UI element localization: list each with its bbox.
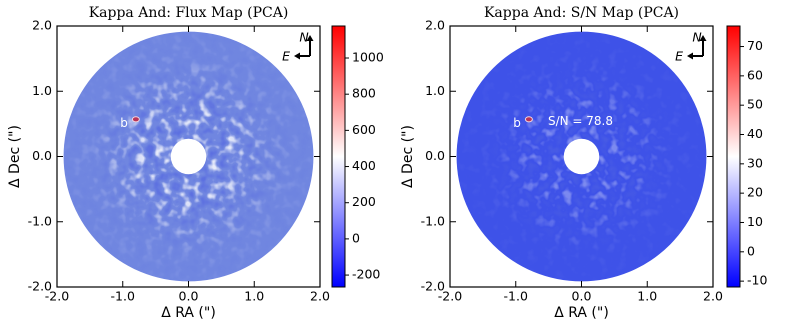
y-tick-label: -1.0 — [28, 213, 52, 228]
compass-north-label: N — [692, 30, 702, 45]
colorbar-tick-label: 800 — [352, 86, 376, 101]
x-tick-label: 2.0 — [310, 289, 330, 304]
x-tick-label: 0.0 — [179, 289, 199, 304]
colorbar-tick-label: -200 — [352, 267, 380, 282]
y-tick-label: -2.0 — [421, 279, 445, 294]
compass-north-label: N — [299, 30, 309, 45]
colorbar — [331, 25, 346, 288]
planet — [131, 116, 140, 123]
x-tick-label: -1.0 — [111, 289, 135, 304]
colorbar-tick-label: 50 — [747, 97, 763, 112]
colorbar-tick-label: 70 — [747, 38, 763, 53]
colorbar-tick-label: 40 — [747, 126, 763, 141]
compass-east-label: E — [675, 49, 683, 64]
compass-east-label: E — [282, 49, 290, 64]
x-tick-label: 1.0 — [637, 289, 657, 304]
panel — [63, 31, 314, 282]
y-tick-label: -1.0 — [421, 213, 445, 228]
x-tick-label: -2.0 — [438, 289, 462, 304]
x-tick-label: 1.0 — [244, 289, 264, 304]
y-tick-label: 2.0 — [425, 18, 445, 33]
compass-east-head — [294, 52, 300, 60]
colorbar-tick-label: 0 — [747, 243, 755, 258]
compass-east-head — [687, 52, 693, 60]
x-tick-label: 0.0 — [572, 289, 592, 304]
planet-label: b — [513, 116, 521, 130]
colorbar-tick-label: 400 — [352, 158, 376, 173]
colorbar — [726, 25, 741, 288]
x-tick-label: -2.0 — [45, 289, 69, 304]
y-tick-label: 0.0 — [32, 148, 52, 163]
planet-label: b — [120, 116, 128, 130]
annotation: S/N = 78.8 — [548, 114, 613, 128]
colorbar-tick-label: 10 — [747, 214, 763, 229]
inner-mask — [170, 138, 207, 175]
y-tick-label: -2.0 — [28, 279, 52, 294]
colorbar-tick-label: 600 — [352, 122, 376, 137]
y-tick-label: 1.0 — [32, 83, 52, 98]
x-tick-label: -1.0 — [504, 289, 528, 304]
colorbar-tick-label: 20 — [747, 185, 763, 200]
colorbar-tick-label: 30 — [747, 155, 763, 170]
x-axis-label: Δ RA (") — [161, 305, 216, 321]
y-tick-label: 0.0 — [425, 148, 445, 163]
x-axis-label: Δ RA (") — [554, 305, 609, 321]
colorbar-tick-label: 0 — [352, 230, 360, 245]
x-tick-label: 2.0 — [703, 289, 723, 304]
y-tick-label: 1.0 — [425, 83, 445, 98]
inner-mask — [563, 138, 600, 175]
compass-north-head — [699, 35, 707, 41]
compass-north-head — [306, 35, 314, 41]
planet — [524, 116, 533, 123]
colorbar-tick-label: 60 — [747, 67, 763, 82]
colorbar-tick-label: -10 — [747, 273, 767, 288]
chart-title: Kappa And: S/N Map (PCA) — [484, 5, 679, 21]
panel — [456, 31, 707, 282]
y-axis-label: Δ Dec (") — [7, 125, 23, 188]
y-tick-label: 2.0 — [32, 18, 52, 33]
y-axis-label: Δ Dec (") — [400, 125, 416, 188]
colorbar-tick-label: 1000 — [352, 50, 384, 65]
colorbar-tick-label: 200 — [352, 194, 376, 209]
chart-title: Kappa And: Flux Map (PCA) — [89, 5, 289, 21]
